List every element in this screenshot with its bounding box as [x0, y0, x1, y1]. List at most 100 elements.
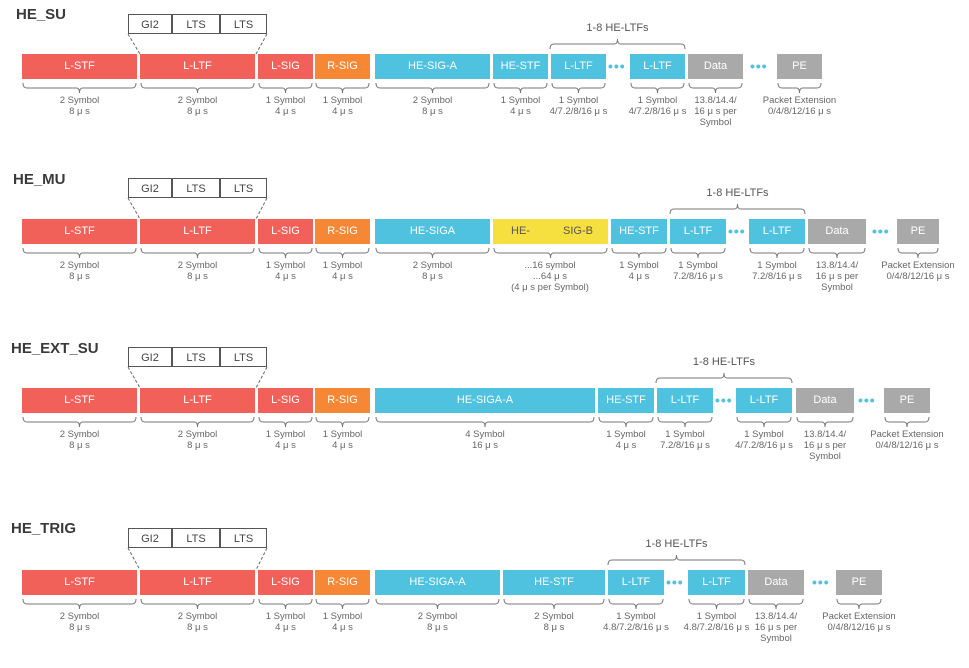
trig-title: HE_TRIG — [11, 520, 77, 537]
trig-field-pe: PE — [836, 570, 882, 595]
mu-field-sigb2: SIG-B — [548, 219, 608, 244]
su-duration-hestf-line: 1 Symbol — [500, 95, 541, 106]
mu-duration-sigb-line: (4 μ s per Symbol) — [511, 282, 589, 293]
ext-duration-hestf-line: 1 Symbol — [606, 429, 646, 440]
su-ltf-group-caption: 1-8 HE-LTFs — [586, 22, 649, 34]
trig-duration-sigA-line: 8 μ s — [427, 622, 448, 633]
mu-field-lsig: L-SIG — [258, 219, 313, 244]
su-field-lsig: L-SIG — [258, 54, 313, 79]
mu-field-data: Data — [808, 219, 866, 244]
su-guard-gi2: GI2 — [128, 14, 172, 34]
mu-duration-ltf1-line: 1 Symbol — [678, 260, 718, 271]
mu-duration-rsig-line: 4 μ s — [332, 271, 353, 282]
trig-duration-lsig-line: 1 Symbol — [265, 611, 306, 622]
ext-guard-left-dash — [127, 366, 141, 389]
trig-duration-lltf-line: 8 μ s — [187, 622, 208, 633]
su-duration-ltf1-line: 4/7.2/8/16 μ s — [549, 106, 608, 117]
ext-title: HE_EXT_SU — [11, 340, 99, 357]
mu-brace-data — [808, 247, 866, 259]
trig-duration-data-line: 13.8/14.4/ — [754, 611, 798, 622]
mu-field-ltf2: L-LTF — [749, 219, 805, 244]
ext-brace-hestf — [598, 416, 654, 428]
mu-ltf-group-caption: 1-8 HE-LTFs — [706, 187, 769, 199]
trig-field-ltf1: L-LTF — [608, 570, 664, 595]
su-brace-sigA — [375, 82, 490, 94]
ext-duration-ltf2-line: 1 Symbol — [744, 429, 784, 440]
mu-field-ltf1: L-LTF — [670, 219, 726, 244]
su-brace-rsig — [315, 82, 370, 94]
su-duration-data-line: 13.8/14.4/ — [694, 95, 737, 106]
trig-ellipsis-1: ••• — [666, 574, 684, 590]
mu-duration-data-line: 16 μ s per — [815, 271, 859, 282]
ext-brace-pe — [884, 416, 930, 428]
mu-field-sigA: HE-SIGA — [375, 219, 490, 244]
trig-ltf-group-caption: 1-8 HE-LTFs — [645, 538, 708, 550]
trig-duration-rsig-line: 4 μ s — [332, 622, 353, 633]
su-duration-data-line: Symbol — [699, 117, 732, 128]
su-ellipsis-2: ••• — [750, 58, 768, 74]
su-duration-lstf-line: 2 Symbol — [59, 95, 100, 106]
trig-brace-lstf — [22, 598, 137, 610]
mu-guard-lts: LTS — [172, 178, 220, 198]
su-duration-lltf-line: 2 Symbol — [177, 95, 218, 106]
mu-duration-sigA-line: 8 μ s — [422, 271, 443, 282]
trig-duration-ltf1-line: 4.8/7.2/8/16 μ s — [603, 622, 669, 633]
su-guard-right-dash — [255, 33, 268, 55]
trig-field-lltf: L-LTF — [140, 570, 255, 595]
ext-brace-lsig — [258, 416, 313, 428]
trig-guard-left-dash — [127, 547, 141, 571]
su-duration-lstf-line: 8 μ s — [69, 106, 90, 117]
mu-duration-ltf1-line: 7.2/8/16 μ s — [673, 271, 723, 282]
mu-duration-lltf-line: 8 μ s — [187, 271, 208, 282]
su-duration-lsig-line: 1 Symbol — [265, 95, 306, 106]
trig-guard-right-dash — [255, 547, 268, 571]
ext-duration-lsig-line: 1 Symbol — [265, 429, 306, 440]
trig-brace-hestf — [503, 598, 605, 610]
mu-field-pe: PE — [897, 219, 939, 244]
ext-ellipsis-2: ••• — [858, 392, 876, 408]
ext-guard-lts: LTS — [172, 347, 220, 367]
ext-field-lsig: L-SIG — [258, 388, 313, 413]
mu-ltf-group-brace — [669, 203, 806, 215]
mu-title: HE_MU — [13, 171, 66, 188]
su-brace-pe — [777, 82, 822, 94]
su-duration-pe-line: Packet Extension — [762, 95, 837, 106]
mu-brace-sigA — [375, 247, 490, 259]
mu-duration-sigA-line: 2 Symbol — [412, 260, 453, 271]
su-field-ltf1: L-LTF — [551, 54, 606, 79]
su-duration-lltf-line: 8 μ s — [187, 106, 208, 117]
su-duration-data-line: 16 μ s per — [694, 106, 737, 117]
mu-duration-lstf-line: 8 μ s — [69, 271, 90, 282]
su-duration-pe-line: 0/4/8/12/16 μ s — [767, 106, 832, 117]
ext-duration-data-line: 13.8/14.4/ — [803, 429, 847, 440]
su-duration-ltf2-line: 1 Symbol — [637, 95, 678, 106]
su-field-ltf2: L-LTF — [630, 54, 685, 79]
ext-duration-lltf-line: 8 μ s — [187, 440, 208, 451]
mu-duration-pe-line: 0/4/8/12/16 μ s — [886, 271, 950, 282]
mu-brace-ltf1 — [670, 247, 726, 259]
ext-duration-lltf-line: 2 Symbol — [177, 429, 218, 440]
mu-duration-hestf-line: 4 μ s — [628, 271, 650, 282]
trig-brace-lltf — [140, 598, 255, 610]
ext-field-rsig: R-SIG — [315, 388, 370, 413]
mu-duration-lstf-line: 2 Symbol — [59, 260, 100, 271]
su-duration-lsig-line: 4 μ s — [275, 106, 296, 117]
ext-brace-lstf — [22, 416, 137, 428]
su-field-data: Data — [688, 54, 743, 79]
trig-duration-ltf2-line: 1 Symbol — [696, 611, 737, 622]
mu-duration-lsig-line: 1 Symbol — [265, 260, 306, 271]
mu-brace-ltf2 — [749, 247, 805, 259]
ext-field-pe: PE — [884, 388, 930, 413]
mu-field-lstf: L-STF — [22, 219, 137, 244]
su-field-hestf: HE-STF — [493, 54, 548, 79]
trig-field-lsig: L-SIG — [258, 570, 313, 595]
su-brace-ltf1 — [551, 82, 606, 94]
su-guard-left-dash — [127, 33, 141, 55]
trig-duration-data-line: Symbol — [760, 633, 792, 644]
trig-field-ltf2: L-LTF — [688, 570, 745, 595]
trig-duration-ltf1-line: 1 Symbol — [616, 611, 656, 622]
mu-brace-lsig — [258, 247, 313, 259]
ext-duration-rsig-line: 1 Symbol — [322, 429, 363, 440]
trig-brace-lsig — [258, 598, 313, 610]
